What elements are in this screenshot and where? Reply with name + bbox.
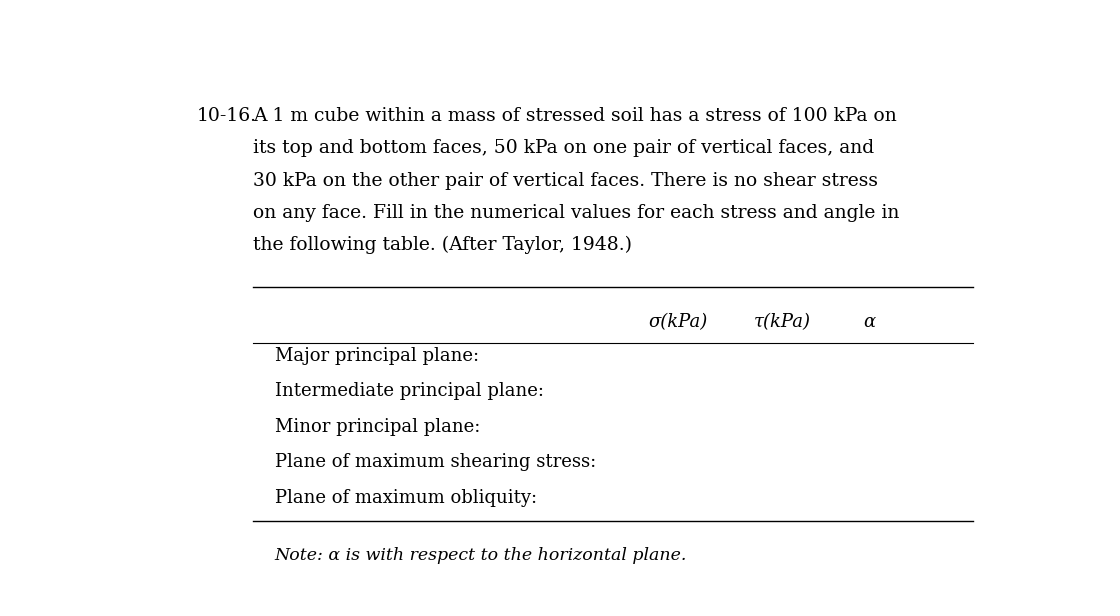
Text: on any face. Fill in the numerical values for each stress and angle in: on any face. Fill in the numerical value…: [253, 204, 899, 222]
Text: its top and bottom faces, 50 kPa on one pair of vertical faces, and: its top and bottom faces, 50 kPa on one …: [253, 139, 874, 157]
Text: σ(kPa): σ(kPa): [648, 314, 708, 331]
Text: A 1 m cube within a mass of stressed soil has a stress of 100 kPa on: A 1 m cube within a mass of stressed soi…: [253, 107, 897, 125]
Text: 30 kPa on the other pair of vertical faces. There is no shear stress: 30 kPa on the other pair of vertical fac…: [253, 172, 878, 190]
Text: Plane of maximum obliquity:: Plane of maximum obliquity:: [274, 489, 536, 507]
Text: α: α: [864, 314, 875, 331]
Text: Major principal plane:: Major principal plane:: [274, 347, 478, 365]
Text: Minor principal plane:: Minor principal plane:: [274, 418, 479, 436]
Text: the following table. (After Taylor, 1948.): the following table. (After Taylor, 1948…: [253, 236, 632, 254]
Text: 10-16.: 10-16.: [196, 107, 256, 125]
Text: Intermediate principal plane:: Intermediate principal plane:: [274, 382, 543, 400]
Text: τ(kPa): τ(kPa): [754, 314, 811, 331]
Text: Plane of maximum shearing stress:: Plane of maximum shearing stress:: [274, 453, 596, 471]
Text: Note: α is with respect to the horizontal plane.: Note: α is with respect to the horizonta…: [274, 547, 687, 564]
